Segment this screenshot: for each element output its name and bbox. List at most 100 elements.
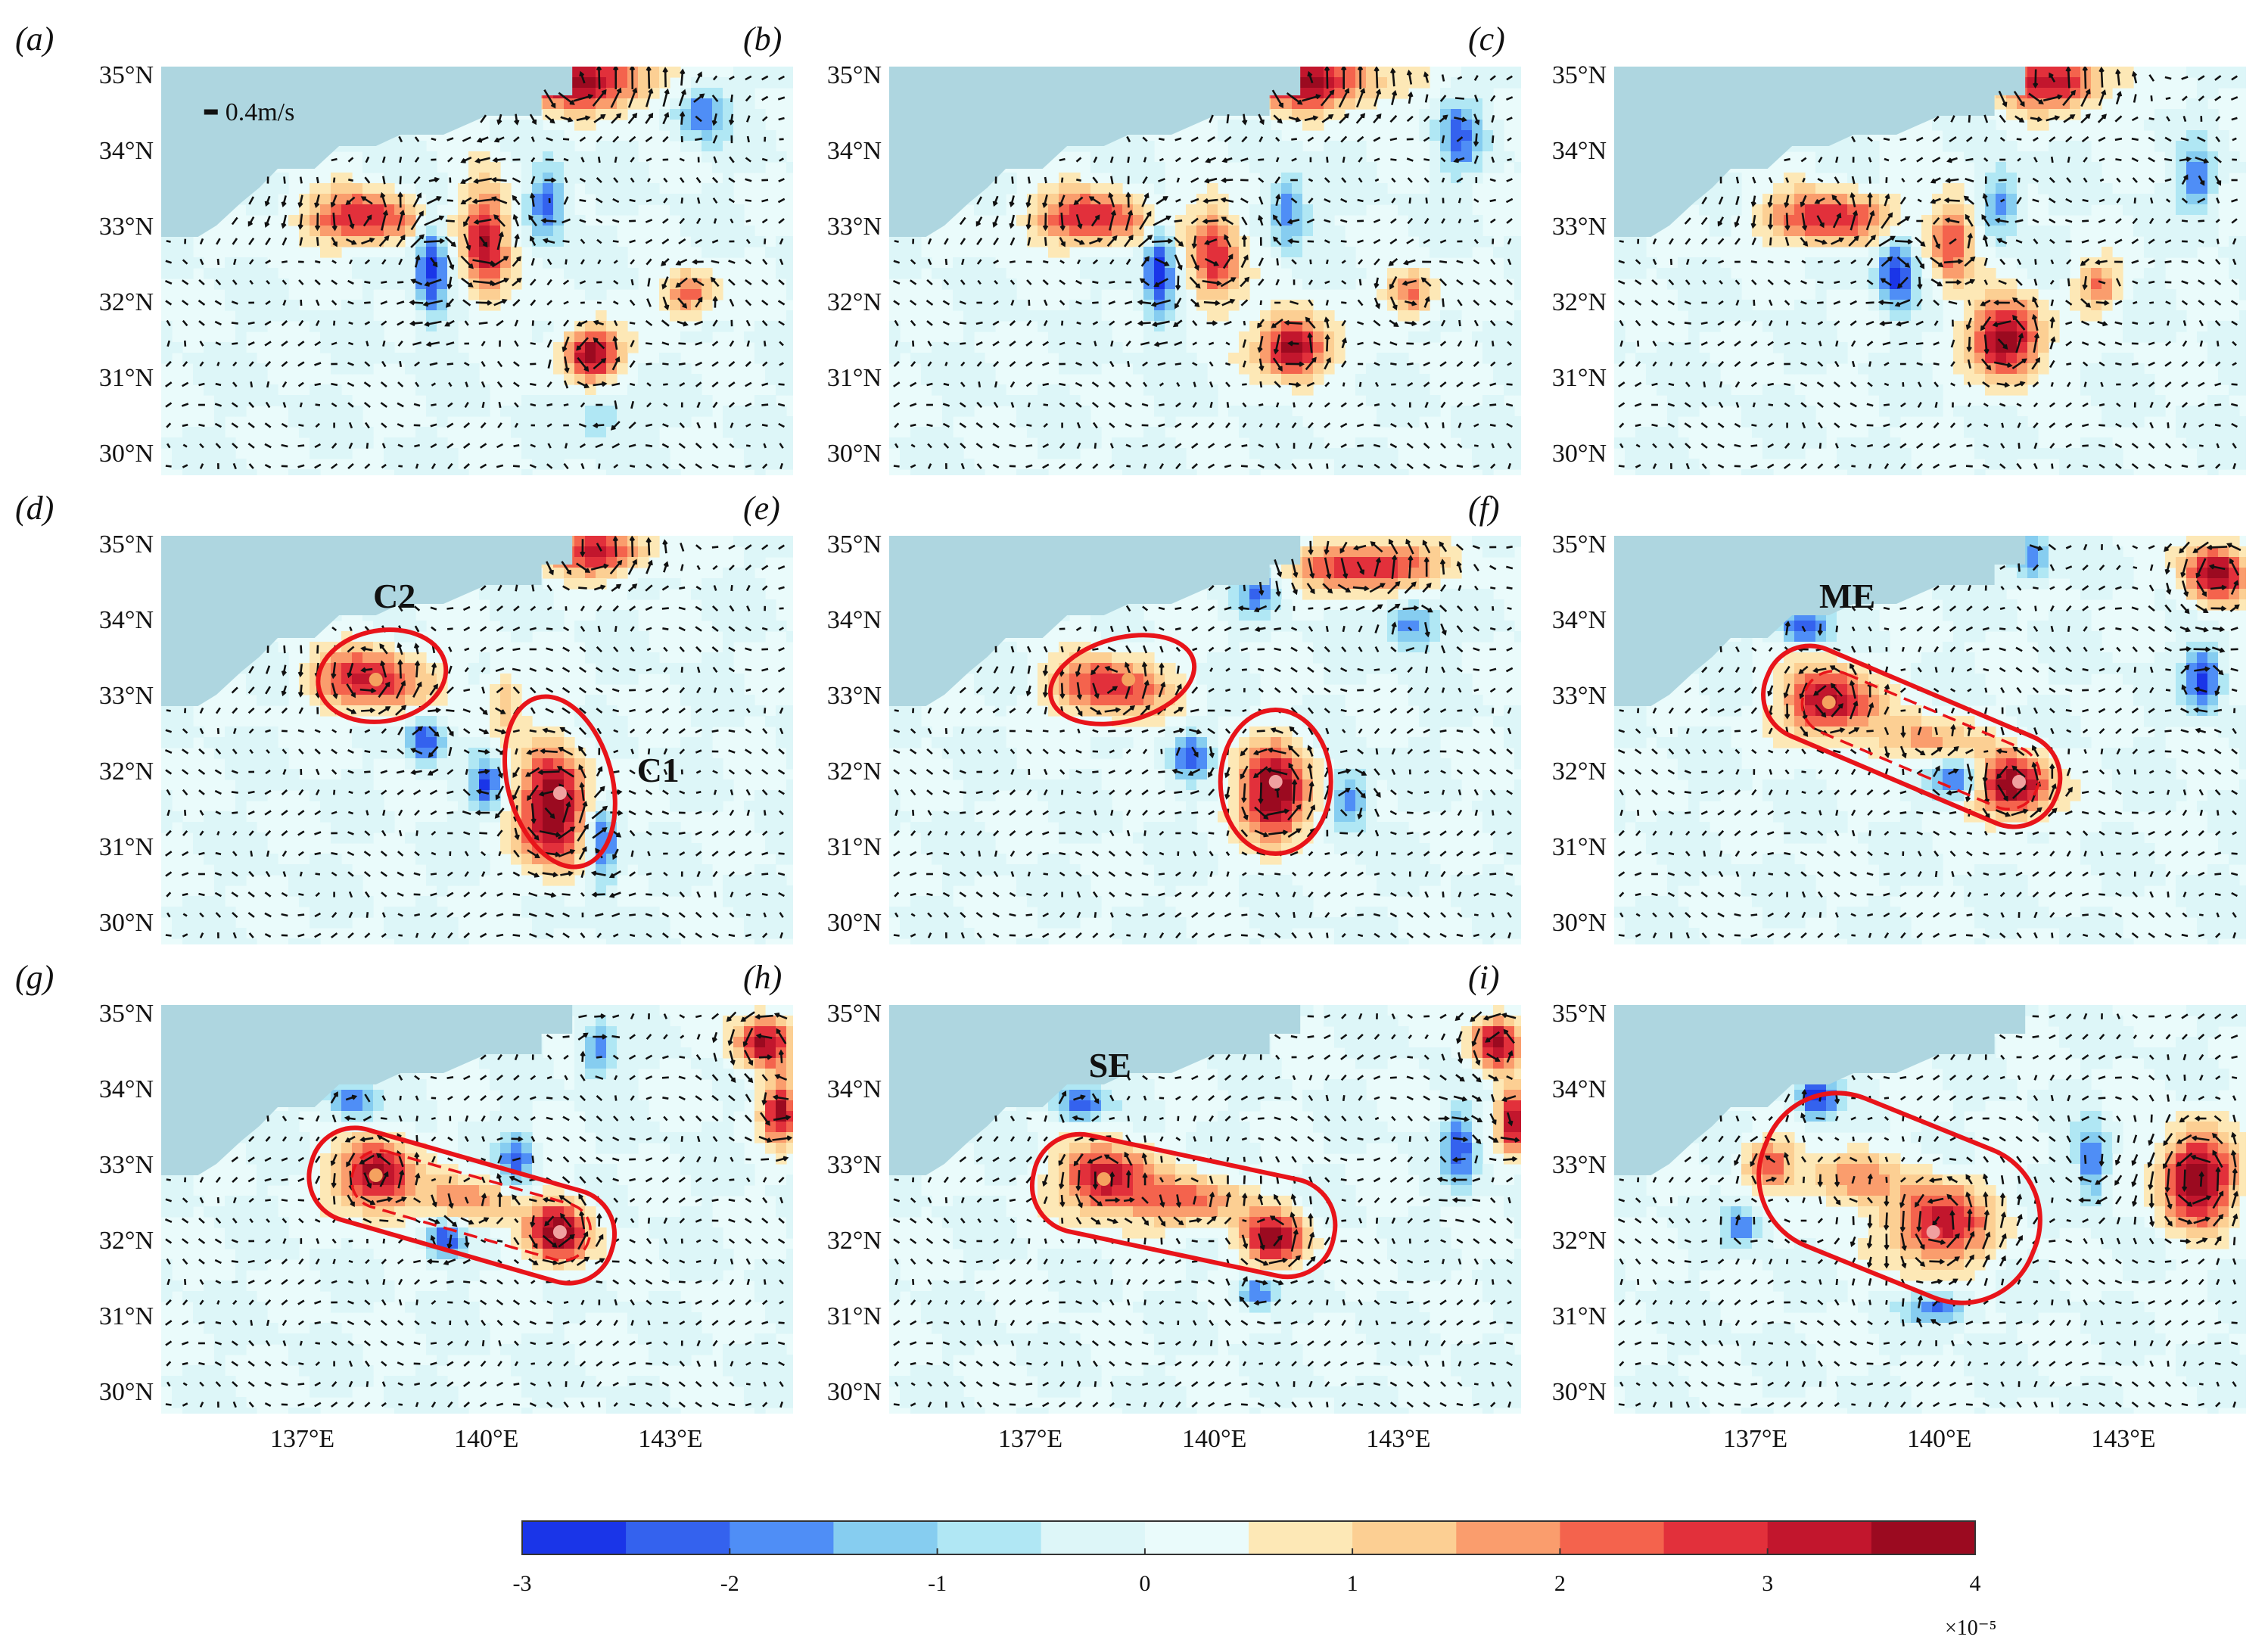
land-mass (889, 1005, 1301, 1175)
land-mass (1614, 536, 2026, 706)
colorbar-bin (833, 1521, 938, 1554)
lat-tick-label: 31°N (99, 1302, 154, 1330)
lat-tick-label: 33°N (827, 1151, 882, 1179)
panel-plot-area (889, 67, 1521, 475)
lat-tick-label: 30°N (99, 1378, 154, 1406)
colorbar: -3 -2 -1 0 1 2 3 4 ×10⁻⁵ (513, 1520, 1996, 1640)
colorbar-bin (730, 1521, 834, 1554)
lat-tick-label: 35°N (827, 1000, 882, 1028)
colorbar-frame (521, 1520, 1976, 1555)
lat-tick-label: 33°N (1552, 213, 1607, 241)
panel-b: 35°N 34°N 33°N 32°N 31°N 30°N (b) (743, 20, 1521, 475)
lat-tick-label: 32°N (1552, 1227, 1607, 1255)
colorbar-exponent: ×10⁻⁵ (1945, 1616, 1996, 1640)
panel-e: 35°N 34°N 33°N 32°N 31°N 30°N (e) (743, 490, 1521, 944)
lat-tick-label: 35°N (827, 530, 882, 558)
lat-tick-label: 30°N (827, 440, 882, 468)
lon-tick-label: 140°E (1907, 1425, 1971, 1453)
panel-d: C2 C1 35°N 34°N 33°N 32°N 31°N 30°N (d) (15, 490, 793, 944)
eddy-boundary (502, 694, 618, 870)
land-mass (1614, 1005, 2026, 1175)
lat-tick-label: 30°N (99, 909, 154, 937)
lon-tick-label: 140°E (1182, 1425, 1246, 1453)
colorbar-tick-label: -1 (928, 1571, 947, 1596)
eddy-boundary (1761, 643, 2063, 829)
lat-tick-label: 30°N (1552, 440, 1607, 468)
lat-tick-label: 31°N (1552, 1302, 1607, 1330)
panel-plot-area (1614, 67, 2246, 475)
lat-tick-label: 34°N (99, 137, 154, 165)
lat-tick-label: 31°N (827, 1302, 882, 1330)
panel-i: 35°N 34°N 33°N 32°N 31°N 30°N 137°E 140°E 143°E (… (1468, 959, 2246, 1453)
colorbar-tick-label: 3 (1762, 1571, 1773, 1596)
colorbar-bin (1041, 1521, 1146, 1554)
eddy-center-marker (1097, 1172, 1111, 1186)
lat-tick-label: 35°N (99, 61, 154, 89)
lat-tick-label: 35°N (1552, 530, 1607, 558)
eddy-annotation: C1 (637, 751, 680, 789)
panel-plot-area (1614, 1005, 2246, 1414)
eddy-boundary (1218, 708, 1333, 856)
eddy-center-marker (369, 673, 383, 686)
colorbar-bin (1144, 1521, 1249, 1554)
panel-plot-area (889, 536, 1521, 944)
panel-label: (b) (743, 20, 782, 58)
lat-tick-label: 30°N (99, 440, 154, 468)
lon-tick-label: 140°E (454, 1425, 518, 1453)
eddy-center-marker (2012, 775, 2026, 789)
land-mass (161, 67, 573, 237)
lon-tick-label: 143°E (1366, 1425, 1430, 1453)
eddy-boundary (306, 1125, 618, 1286)
panel-c: 35°N 34°N 33°N 32°N 31°N 30°N (c) (1468, 20, 2246, 475)
land-mass (161, 1005, 573, 1175)
land-mass (889, 67, 1301, 237)
eddy-annotation: SE (1089, 1046, 1131, 1084)
lon-tick-label: 137°E (1723, 1425, 1787, 1453)
lat-tick-label: 32°N (827, 1227, 882, 1255)
panel-plot-area: ME (1614, 536, 2246, 944)
colorbar-tick-label: 4 (1970, 1571, 1981, 1596)
lat-tick-label: 35°N (99, 530, 154, 558)
lat-tick-label: 33°N (1552, 682, 1607, 710)
colorbar-tick-label: 0 (1139, 1571, 1150, 1596)
panel-label: (i) (1468, 959, 1500, 996)
lat-tick-label: 31°N (99, 833, 154, 861)
lat-tick-label: 32°N (827, 288, 882, 316)
colorbar-tick-label: 1 (1347, 1571, 1358, 1596)
lat-tick-label: 32°N (99, 758, 154, 786)
eddy-center-marker (552, 1225, 567, 1239)
eddy-center-marker (369, 1168, 383, 1182)
lon-tick-label: 143°E (2091, 1425, 2155, 1453)
lon-tick-label: 143°E (638, 1425, 702, 1453)
lat-tick-label: 31°N (99, 364, 154, 392)
lat-tick-label: 33°N (99, 213, 154, 241)
lat-tick-label: 32°N (1552, 288, 1607, 316)
panel-label: (f) (1468, 490, 1500, 527)
colorbar-bin (1871, 1521, 1976, 1554)
panel-label: (c) (1468, 20, 1505, 58)
eddy-boundary (1048, 633, 1197, 726)
colorbar-bin (522, 1521, 627, 1554)
lat-tick-label: 33°N (99, 682, 154, 710)
lat-tick-label: 31°N (827, 833, 882, 861)
colorbar-bin (1249, 1521, 1353, 1554)
land-mass (889, 536, 1301, 706)
colorbar-bin (1456, 1521, 1560, 1554)
vorticity-field (1614, 536, 2246, 944)
colorbar-bin (1352, 1521, 1457, 1554)
panel-label: (h) (743, 959, 782, 996)
lat-tick-label: 34°N (827, 606, 882, 634)
lat-tick-label: 34°N (1552, 606, 1607, 634)
lat-tick-label: 32°N (99, 1227, 154, 1255)
eddy-annotation: ME (1819, 577, 1875, 615)
lat-tick-label: 31°N (1552, 364, 1607, 392)
lat-tick-label: 30°N (1552, 1378, 1607, 1406)
panel-f: ME 35°N 34°N 33°N 32°N 31°N 30°N (f) (1468, 490, 2246, 944)
colorbar-bin (1663, 1521, 1769, 1554)
lat-tick-label: 30°N (827, 1378, 882, 1406)
eddy-boundary-dashed (1800, 670, 2042, 810)
lat-tick-label: 34°N (99, 606, 154, 634)
panel-label: (d) (15, 490, 54, 527)
eddy-center-marker (1926, 1225, 1940, 1239)
